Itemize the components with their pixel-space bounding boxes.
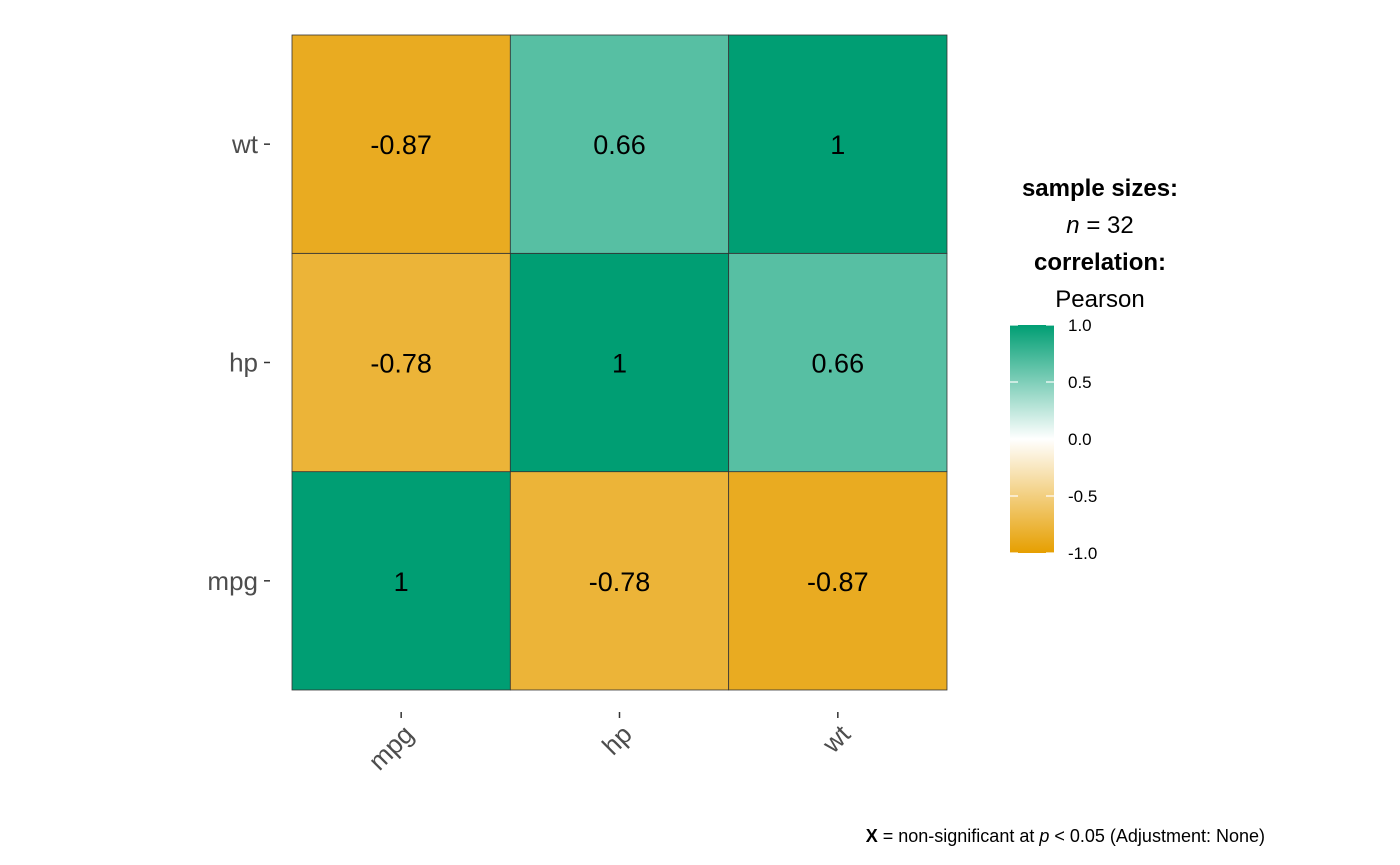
x-tick-label-hp: hp: [596, 719, 638, 761]
cell-value-label: -0.87: [370, 130, 432, 160]
heatmap-cell-wt-mpg: [291, 34, 511, 254]
cell-value-label: 1: [394, 567, 409, 597]
cell-value-label: 1: [612, 348, 627, 378]
cell-value-label: -0.87: [807, 567, 869, 597]
heatmap-cell-labels: 1 -0.78 -0.87 -0.78 1 0.66 -0.87 0.66 1: [370, 130, 868, 597]
heatmap-cell-hp-wt: [728, 252, 948, 473]
heatmap-cell-hp-hp: [509, 252, 730, 473]
legend-colorbar: 1.0 0.5 0.0 -0.5 -1.0: [1010, 316, 1097, 563]
colorbar-tick-label: 0.5: [1068, 373, 1092, 392]
chart-caption: X = non-significant at p < 0.05 (Adjustm…: [0, 826, 1265, 847]
legend-sample-size-value: n = 32: [985, 207, 1215, 244]
y-tick-label-hp: hp: [229, 347, 258, 377]
heatmap-cell-wt-wt: [728, 34, 948, 254]
caption-x-symbol: X: [865, 826, 878, 846]
legend-text-block: sample sizes: n = 32 correlation: Pearso…: [985, 170, 1215, 318]
caption-p-symbol: p: [1039, 826, 1050, 846]
cell-value-label: -0.78: [370, 348, 432, 378]
x-tick-label-mpg: mpg: [362, 719, 419, 776]
cell-value-label: -0.78: [589, 567, 651, 597]
y-tick-label-mpg: mpg: [207, 566, 258, 596]
caption-text-2: < 0.05 (Adjustment: None): [1049, 826, 1265, 846]
y-axis: mpg hp wt: [207, 129, 270, 596]
legend-sample-sizes-title: sample sizes:: [1021, 175, 1179, 202]
legend-correlation-type: Pearson: [1055, 286, 1145, 313]
legend-correlation-title: correlation:: [1033, 249, 1167, 276]
cell-value-label: 0.66: [812, 348, 865, 378]
legend-n-symbol: n: [1066, 212, 1080, 239]
cell-value-label: 1: [830, 130, 845, 160]
colorbar-tick-label: 0.0: [1068, 430, 1092, 449]
heatmap-cell-mpg-mpg: [291, 471, 511, 691]
heatmap-cell-mpg-hp: [509, 471, 730, 691]
caption-text-1: = non-significant at: [877, 826, 1040, 846]
y-tick-label-wt: wt: [231, 129, 259, 159]
colorbar-tick-label: -1.0: [1068, 544, 1097, 563]
heatmap-cell-wt-hp: [509, 34, 730, 254]
x-tick-label-wt: wt: [816, 718, 857, 759]
cell-value-label: 0.66: [593, 130, 646, 160]
heatmap-cell-hp-mpg: [291, 252, 511, 473]
heatmap-cells: [291, 34, 948, 691]
colorbar-tick-label: 1.0: [1068, 316, 1092, 335]
colorbar-tick-label: -0.5: [1068, 487, 1097, 506]
legend-n-equals: = 32: [1079, 212, 1134, 239]
x-axis: mpg hp wt: [362, 712, 857, 776]
